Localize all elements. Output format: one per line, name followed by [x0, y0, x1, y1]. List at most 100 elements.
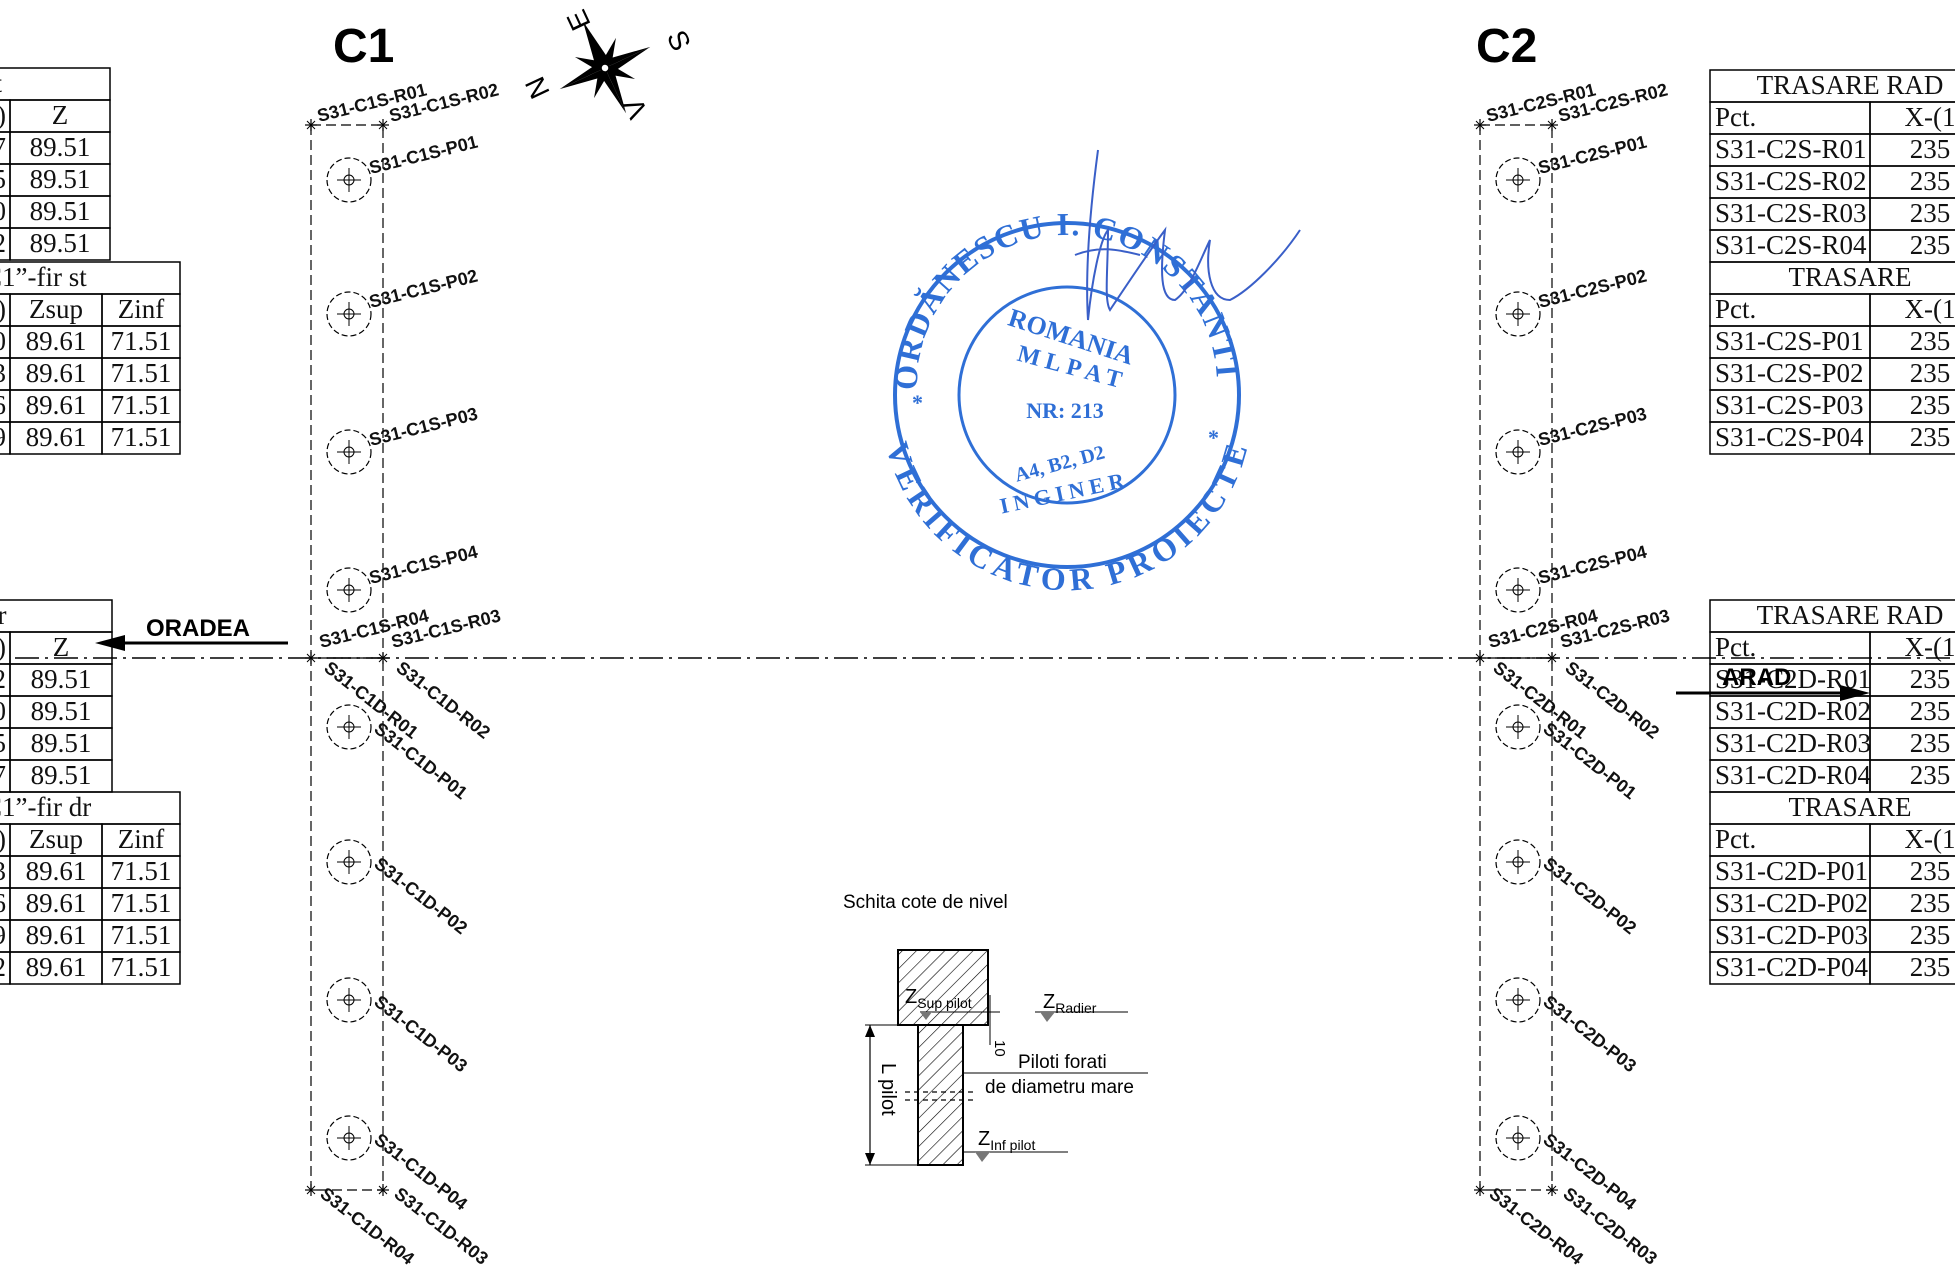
table-title: TRASARE RAD [1757, 70, 1944, 100]
table-radier-c1-stanga: st) Z 7 89.51 5 89.51 0 89.51 2 89.51 [0, 67, 111, 261]
table-value-cell: 2 [0, 228, 6, 258]
table-title: TRASARE [1788, 792, 1911, 822]
verifier-stamp: IORDĂNESCU I. CONSTANTIN VERIFICATOR PRO… [0, 0, 1253, 598]
label-pile-stanga: S31-C2S-P04 [1536, 542, 1649, 588]
table-value-cell: 235 [1910, 664, 1951, 694]
table-header-cell: Zsup [29, 824, 83, 854]
table-header-cell: Zinf [118, 824, 165, 854]
table-value-cell: 71.51 [111, 952, 172, 982]
pile-marker [326, 429, 372, 475]
table-header-cell: Pct. [1715, 102, 1756, 132]
label-pile-dreapta: S31-C1D-P01 [371, 718, 472, 803]
signature-mark [1074, 149, 1301, 321]
radier-outline-stanga [1479, 124, 1553, 659]
table-header-cell: Zinf [118, 294, 165, 324]
compass-e-label: E [561, 5, 597, 35]
table-cell [1869, 951, 1955, 985]
table-value-cell: 0 [0, 696, 6, 726]
table-value-cell: 235 [1910, 134, 1951, 164]
table-value-cell: S31-C2S-P03 [1715, 390, 1864, 420]
table-cell [101, 951, 181, 985]
table-header-cell: ) [0, 632, 6, 662]
table-header-cell: ) [0, 824, 6, 854]
table-value-cell: 89.51 [30, 228, 91, 258]
table-title: C1”-fir st [0, 262, 87, 292]
compass-n-label: N [519, 72, 556, 103]
label-pile-dreapta: S31-C2D-P02 [1540, 853, 1641, 938]
table-title: TRASARE [1788, 262, 1911, 292]
table-value-cell: S31-C2S-R04 [1715, 230, 1867, 260]
sketch-l-pilot: L pilot [877, 1063, 899, 1116]
table-value-cell: S31-C2D-P01 [1715, 856, 1868, 886]
table-value-cell: 235 [1910, 358, 1951, 388]
table-value-cell: 7 [0, 132, 6, 162]
table-value-cell: 89.61 [26, 326, 87, 356]
table-value-cell: 89.61 [26, 856, 87, 886]
table-value-cell: 89.51 [30, 132, 91, 162]
table-piloti-c2-stanga: TRASARE Pct. X-(1 S31-C2S-P01 235 S31-C2S-P02… [1709, 261, 1955, 455]
pile-marker [1495, 839, 1541, 885]
table-value-cell: 235 [1910, 856, 1951, 886]
table-value-cell: 89.61 [26, 422, 87, 452]
table-value-cell: S31-C2S-P04 [1715, 422, 1864, 452]
sketch-title: Schita cote de nivel [843, 892, 1008, 913]
table-value-cell: 89.51 [31, 664, 92, 694]
direction-oradea: ORADEA [95, 615, 288, 651]
table-radier-c1-dreapta: dr) Z 2 89.51 0 89.51 5 89.51 7 89.51 [0, 599, 113, 793]
table-piloti-c2-dreapta: TRASARE Pct. X-(1 S31-C2D-P01 235 S31-C2D-P02… [1709, 791, 1955, 985]
table-value-cell: 235 [1910, 390, 1951, 420]
cell-title-c1: C1 [333, 20, 394, 73]
table-header-cell: ) [0, 294, 6, 324]
table-value-cell: 89.61 [26, 358, 87, 388]
table-value-cell: 235 [1910, 952, 1951, 982]
pile-marker [326, 157, 372, 203]
pile-marker [326, 1115, 372, 1161]
pile-marker [1495, 977, 1541, 1023]
table-cell [9, 227, 111, 261]
stamp-outer-ring [893, 221, 1241, 569]
radier-outline-dreapta [310, 657, 384, 1191]
radier-outline-stanga [310, 124, 384, 659]
level-sketch: Schita cote de nivel ZSup pilot ZRadier … [843, 892, 1148, 1166]
stamp-star-right-icon: * [1208, 425, 1219, 450]
foundation-plan-c1: S31-C1S-R01S31-C1S-R02S31-C1S-P01S31-C1S… [305, 79, 503, 1269]
pile-marker [1495, 429, 1541, 475]
corner-marker [1546, 652, 1558, 664]
table-value-cell: S31-C2D-R02 [1715, 696, 1871, 726]
label-pile-dreapta: S31-C2D-P01 [1540, 718, 1641, 803]
radier-outline-dreapta [1479, 657, 1553, 1191]
table-cell [101, 421, 181, 455]
sketch-ten: 10 [991, 1040, 1008, 1057]
corner-marker [377, 1184, 389, 1196]
table-value-cell: 7 [0, 760, 6, 790]
table-value-cell: 89.51 [30, 196, 91, 226]
table-title-cell [0, 67, 111, 101]
corner-marker [1474, 652, 1486, 664]
table-value-cell: S31-C2D-P02 [1715, 888, 1868, 918]
pile-marker [326, 977, 372, 1023]
corner-marker [1474, 1184, 1486, 1196]
label-pile-dreapta: S31-C1D-P02 [371, 853, 472, 938]
sketch-z-sup: ZSup pilot [905, 986, 972, 1011]
table-value-cell: 71.51 [111, 422, 172, 452]
table-value-cell: 2 [0, 952, 6, 982]
table-value-cell: 71.51 [111, 358, 172, 388]
table-header-cell: Pct. [1715, 294, 1756, 324]
table-value-cell: 235 [1910, 422, 1951, 452]
table-value-cell: 89.51 [31, 696, 92, 726]
table-value-cell: S31-C2S-P01 [1715, 326, 1864, 356]
table-title: dr [0, 600, 7, 630]
table-value-cell: 89.61 [26, 920, 87, 950]
corner-marker [1546, 119, 1558, 131]
table-value-cell: 5 [0, 164, 6, 194]
pile-marker [1495, 157, 1541, 203]
table-cell [1869, 421, 1955, 455]
table-title: st [0, 68, 3, 98]
table-header-cell: X-(1 [1905, 824, 1955, 854]
corner-marker [305, 119, 317, 131]
table-value-cell: 89.61 [26, 888, 87, 918]
table-title: TRASARE RAD [1757, 600, 1944, 630]
label-pile-stanga: S31-C2S-P03 [1536, 404, 1649, 450]
